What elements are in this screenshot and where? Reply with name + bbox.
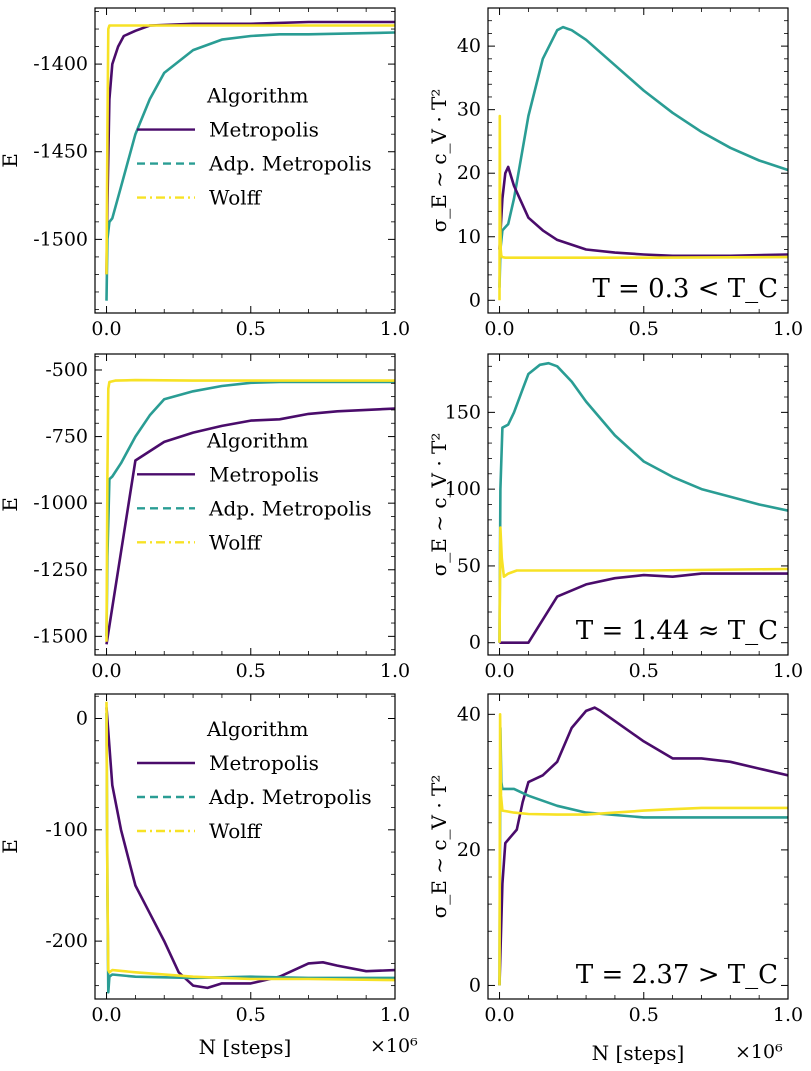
panel-r2c2: 0.0 0.5 1.0 0 50 100 150 σ_E ~ c_V · T² T = 1.44… <box>427 353 803 682</box>
y-tick-label: 0 <box>469 632 481 654</box>
y-tick-label: -100 <box>45 819 88 841</box>
plot-frame <box>487 7 789 314</box>
panel-r3c2: 0.0 0.5 1.0 0 20 40 σ_E ~ c_V · T² T = 2.37 > T… <box>427 693 803 1026</box>
series-metropolis-line <box>105 407 395 645</box>
x-tick-label: 1.0 <box>380 660 410 682</box>
series-adp-metropolis-line <box>105 31 395 301</box>
legend-entry: Metropolis <box>209 118 319 142</box>
x-multiplier-right: ×10⁶ <box>735 1041 783 1063</box>
y-tick-label: -200 <box>45 930 88 952</box>
x-tick-label: 0.0 <box>91 660 121 682</box>
series-wolff-line <box>105 24 395 275</box>
x-tick-label: 0.5 <box>629 318 659 340</box>
x-tick-label: 0.0 <box>484 1004 514 1026</box>
plot-frame <box>94 353 396 656</box>
legend-entry: Metropolis <box>209 462 319 486</box>
y-axis-label: E <box>0 497 22 512</box>
series-metropolis-line <box>105 20 395 275</box>
y-tick-label: -1500 <box>33 228 88 250</box>
series-wolff-line <box>498 712 788 986</box>
y-tick-label: 30 <box>457 99 481 121</box>
temperature-annotation: T = 2.37 > T_C <box>576 960 778 990</box>
y-tick-label: 100 <box>445 478 481 500</box>
y-tick-label: 20 <box>457 162 481 184</box>
x-tick-label: 0.0 <box>91 318 121 340</box>
series-adp-metropolis-line <box>105 380 395 637</box>
temperature-annotation: T = 0.3 < T_C <box>592 274 778 304</box>
x-tick-label: 0.0 <box>484 660 514 682</box>
y-tick-label: -1400 <box>33 53 88 75</box>
y-axis-label: σ_E ~ c_V · T² <box>427 89 451 233</box>
legend: Algorithm Metropolis Adp. Metropolis Wolff <box>137 84 372 210</box>
y-tick-label: 150 <box>445 401 481 423</box>
y-tick-label: 10 <box>457 226 481 248</box>
series-adp-metropolis-line <box>498 25 788 288</box>
x-tick-label: 0.0 <box>91 1004 121 1026</box>
series-metropolis-line <box>498 706 788 986</box>
panel-r1c1: 0.0 0.5 1.0 -1400 -1450 -1500 E Algorithm Metrop… <box>0 7 410 340</box>
panel-r1c2: 0.0 0.5 1.0 0 10 20 30 40 σ_E ~ c_V · T² T = 0.3 … <box>427 7 803 340</box>
legend-entry: Adp. Metropolis <box>208 785 372 809</box>
x-multiplier-left: ×10⁶ <box>370 1035 418 1057</box>
y-tick-label: 40 <box>457 703 481 725</box>
x-tick-label: 0.5 <box>236 318 266 340</box>
series-wolff-line <box>498 526 788 643</box>
x-axis-label-left: N [steps] <box>199 1035 292 1059</box>
legend-entry: Metropolis <box>209 751 319 775</box>
series-wolff-line <box>498 114 788 301</box>
x-tick-label: 0.5 <box>629 1004 659 1026</box>
x-axis-label-right: N [steps] <box>592 1041 685 1065</box>
panel-r2c1: 0.0 0.5 1.0 -500 -750 -1000 -1250 -1500 E Algorit… <box>0 353 410 682</box>
y-tick-label: 0 <box>76 707 88 729</box>
y-tick-label: -500 <box>45 359 88 381</box>
y-tick-label: -1250 <box>33 559 88 581</box>
series-wolff-line <box>105 701 395 982</box>
legend-entry: Wolff <box>209 530 263 554</box>
series-metropolis-line <box>498 165 788 258</box>
y-axis-label: E <box>0 839 22 854</box>
legend-entry: Adp. Metropolis <box>208 496 372 520</box>
y-tick-label: 0 <box>469 974 481 996</box>
y-tick-label: 40 <box>457 35 481 57</box>
y-tick-label: 50 <box>457 555 481 577</box>
legend-entry: Wolff <box>209 186 263 210</box>
plot-frame <box>94 693 396 1000</box>
y-tick-label: -1500 <box>33 625 88 647</box>
y-tick-label: -750 <box>45 426 88 448</box>
plot-frame <box>487 353 789 656</box>
y-tick-label: -1000 <box>33 492 88 514</box>
legend-title: Algorithm <box>206 717 309 741</box>
legend-entry: Wolff <box>209 819 263 843</box>
x-tick-label: 1.0 <box>773 660 803 682</box>
x-tick-label: 0.5 <box>236 660 266 682</box>
x-tick-label: 1.0 <box>380 318 410 340</box>
series-adp-metropolis-line <box>498 361 788 643</box>
y-tick-label: 0 <box>469 289 481 311</box>
legend: Algorithm Metropolis Adp. Metropolis Wolff <box>137 428 372 554</box>
y-axis-label: σ_E ~ c_V · T² <box>427 433 451 577</box>
x-tick-label: 0.5 <box>236 1004 266 1026</box>
series-wolff-line <box>105 378 395 642</box>
series-metropolis-line <box>499 572 788 645</box>
y-tick-label: 20 <box>457 839 481 861</box>
legend: Algorithm Metropolis Adp. Metropolis Wolff <box>137 717 372 843</box>
x-tick-label: 0.5 <box>629 660 659 682</box>
legend-title: Algorithm <box>206 428 309 452</box>
x-tick-label: 1.0 <box>773 1004 803 1026</box>
legend-entry: Adp. Metropolis <box>208 152 372 176</box>
y-axis-label: E <box>0 153 22 168</box>
x-tick-label: 1.0 <box>380 1004 410 1026</box>
y-tick-label: -1450 <box>33 141 88 163</box>
x-tick-label: 0.0 <box>484 318 514 340</box>
temperature-annotation: T = 1.44 ≈ T_C <box>576 616 778 646</box>
series-metropolis-line <box>105 707 395 990</box>
y-axis-label: σ_E ~ c_V · T² <box>427 775 451 919</box>
plot-frame <box>487 693 789 1000</box>
legend-title: Algorithm <box>206 84 309 108</box>
panel-r3c1: 0.0 0.5 1.0 0 -100 -200 E Algorithm Metropolis Ad… <box>0 693 410 1026</box>
x-tick-label: 1.0 <box>773 318 803 340</box>
plot-frame <box>94 7 396 314</box>
